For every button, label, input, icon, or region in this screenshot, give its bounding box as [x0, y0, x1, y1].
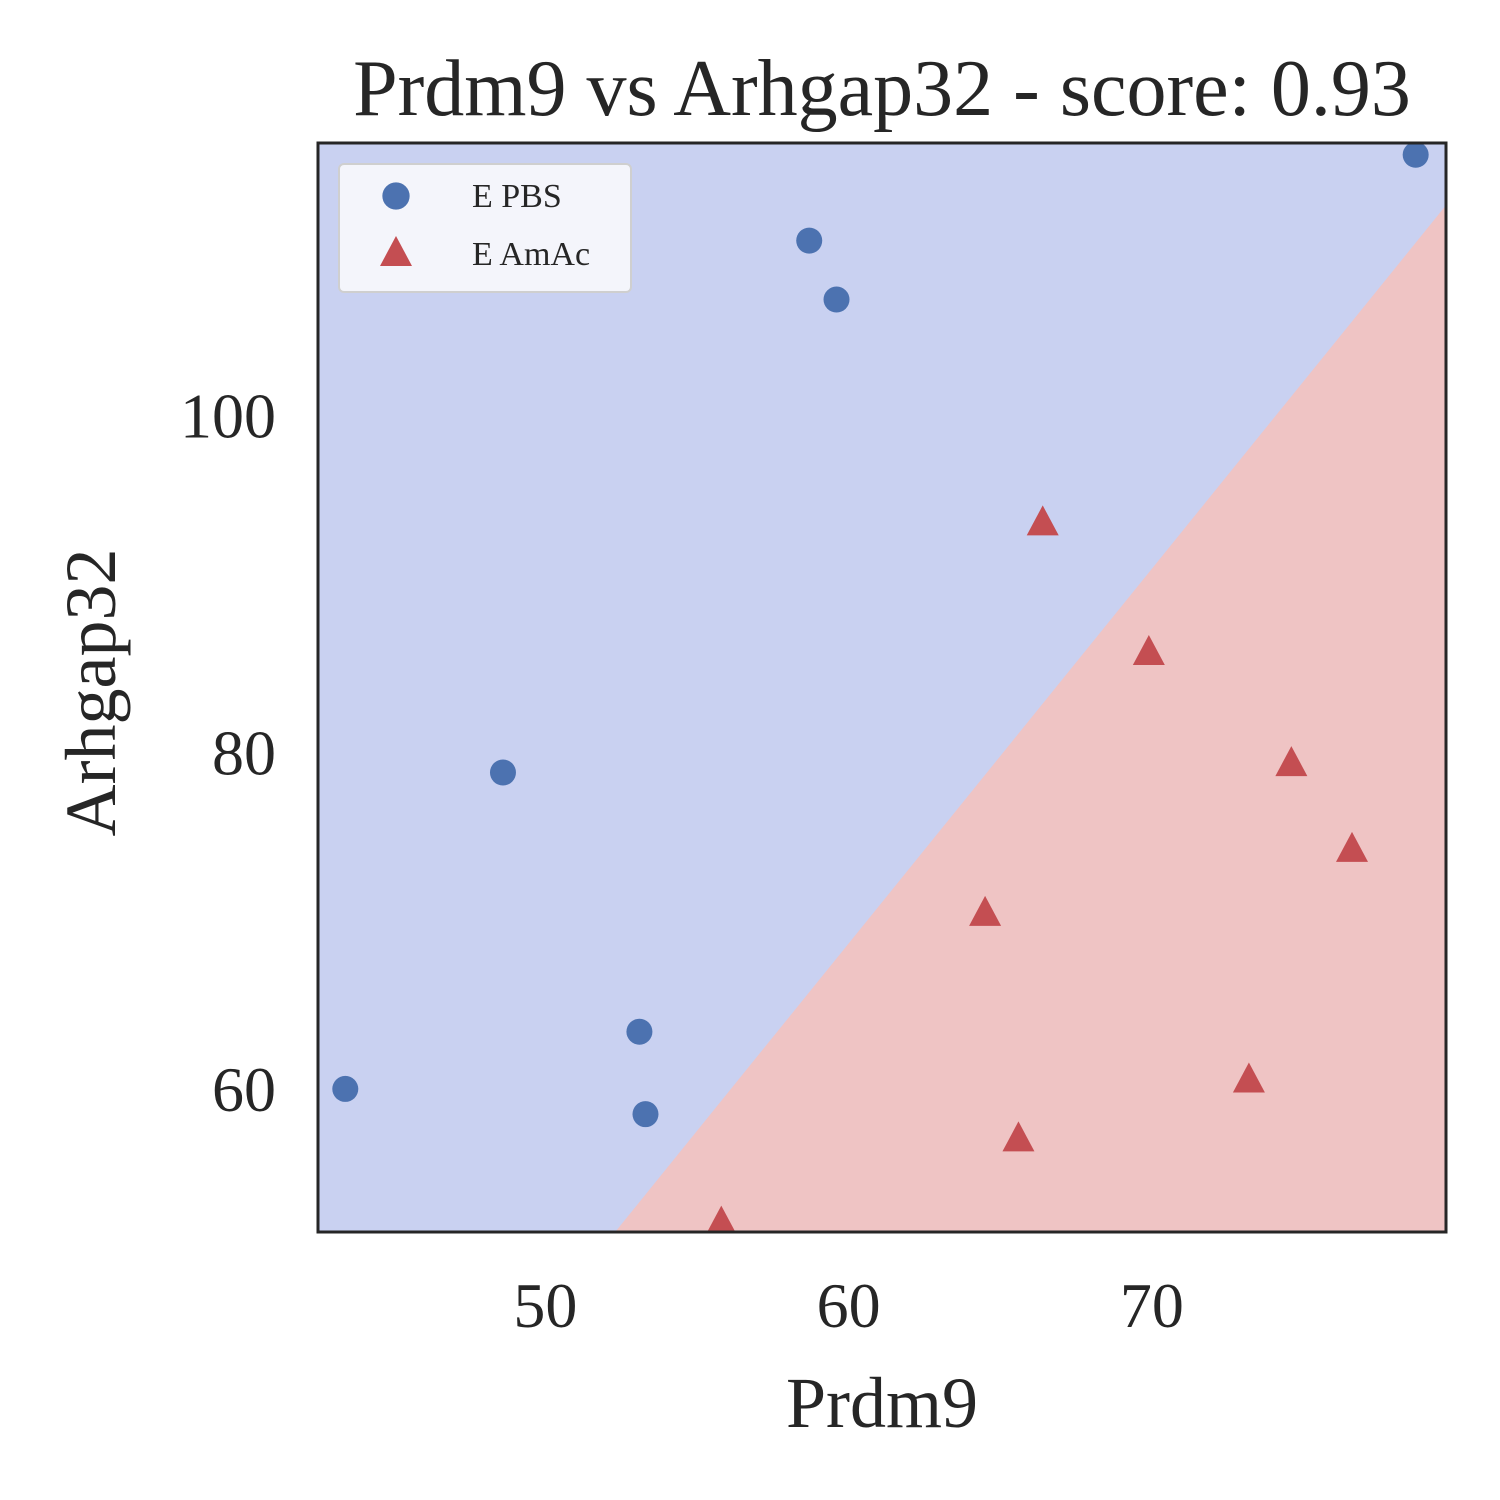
pbs-point-2 — [626, 1018, 653, 1045]
amac-point-1 — [969, 895, 1002, 926]
amac-point-5 — [1232, 1062, 1265, 1093]
y-tick-label-1: 80 — [212, 717, 276, 788]
pbs-point-6 — [1402, 143, 1429, 168]
legend-marker-0 — [382, 182, 410, 210]
chart-title: Prdm9 vs Arhgap32 - score: 0.93 — [353, 45, 1411, 133]
plot-frame — [316, 141, 1448, 1234]
x-axis-ticks: 50 60 70 — [513, 1270, 1183, 1341]
x-tick-label-2: 70 — [1120, 1270, 1184, 1341]
legend-label-0: E PBS — [472, 178, 562, 215]
amac-point-0 — [707, 1205, 736, 1232]
legend: E PBS E AmAc — [338, 163, 632, 293]
pbs-point-0 — [332, 1075, 359, 1102]
y-tick-label-2: 100 — [180, 381, 276, 452]
amac-point-3 — [1026, 505, 1059, 536]
legend-marker-1 — [380, 236, 412, 266]
pbs-point-3 — [632, 1101, 659, 1128]
amac-point-4 — [1132, 634, 1165, 665]
legend-label-1: E AmAc — [472, 236, 590, 273]
pbs-point-4 — [796, 227, 823, 254]
x-tick-label-1: 60 — [817, 1270, 881, 1341]
data-points — [332, 143, 1429, 1232]
x-axis-label: Prdm9 — [786, 1363, 978, 1443]
amac-point-6 — [1275, 746, 1308, 777]
x-tick-label-0: 50 — [513, 1270, 577, 1341]
amac-point-7 — [1336, 831, 1368, 862]
amac-point-2 — [1002, 1121, 1035, 1152]
legend-box — [338, 163, 632, 293]
pbs-point-1 — [489, 759, 516, 786]
y-axis-ticks: 60 80 100 — [180, 381, 276, 1125]
y-tick-label-0: 60 — [212, 1054, 276, 1125]
decision-region-e-amac — [615, 205, 1446, 1232]
pbs-point-5 — [823, 286, 850, 313]
y-axis-label: Arhgap32 — [51, 549, 131, 837]
